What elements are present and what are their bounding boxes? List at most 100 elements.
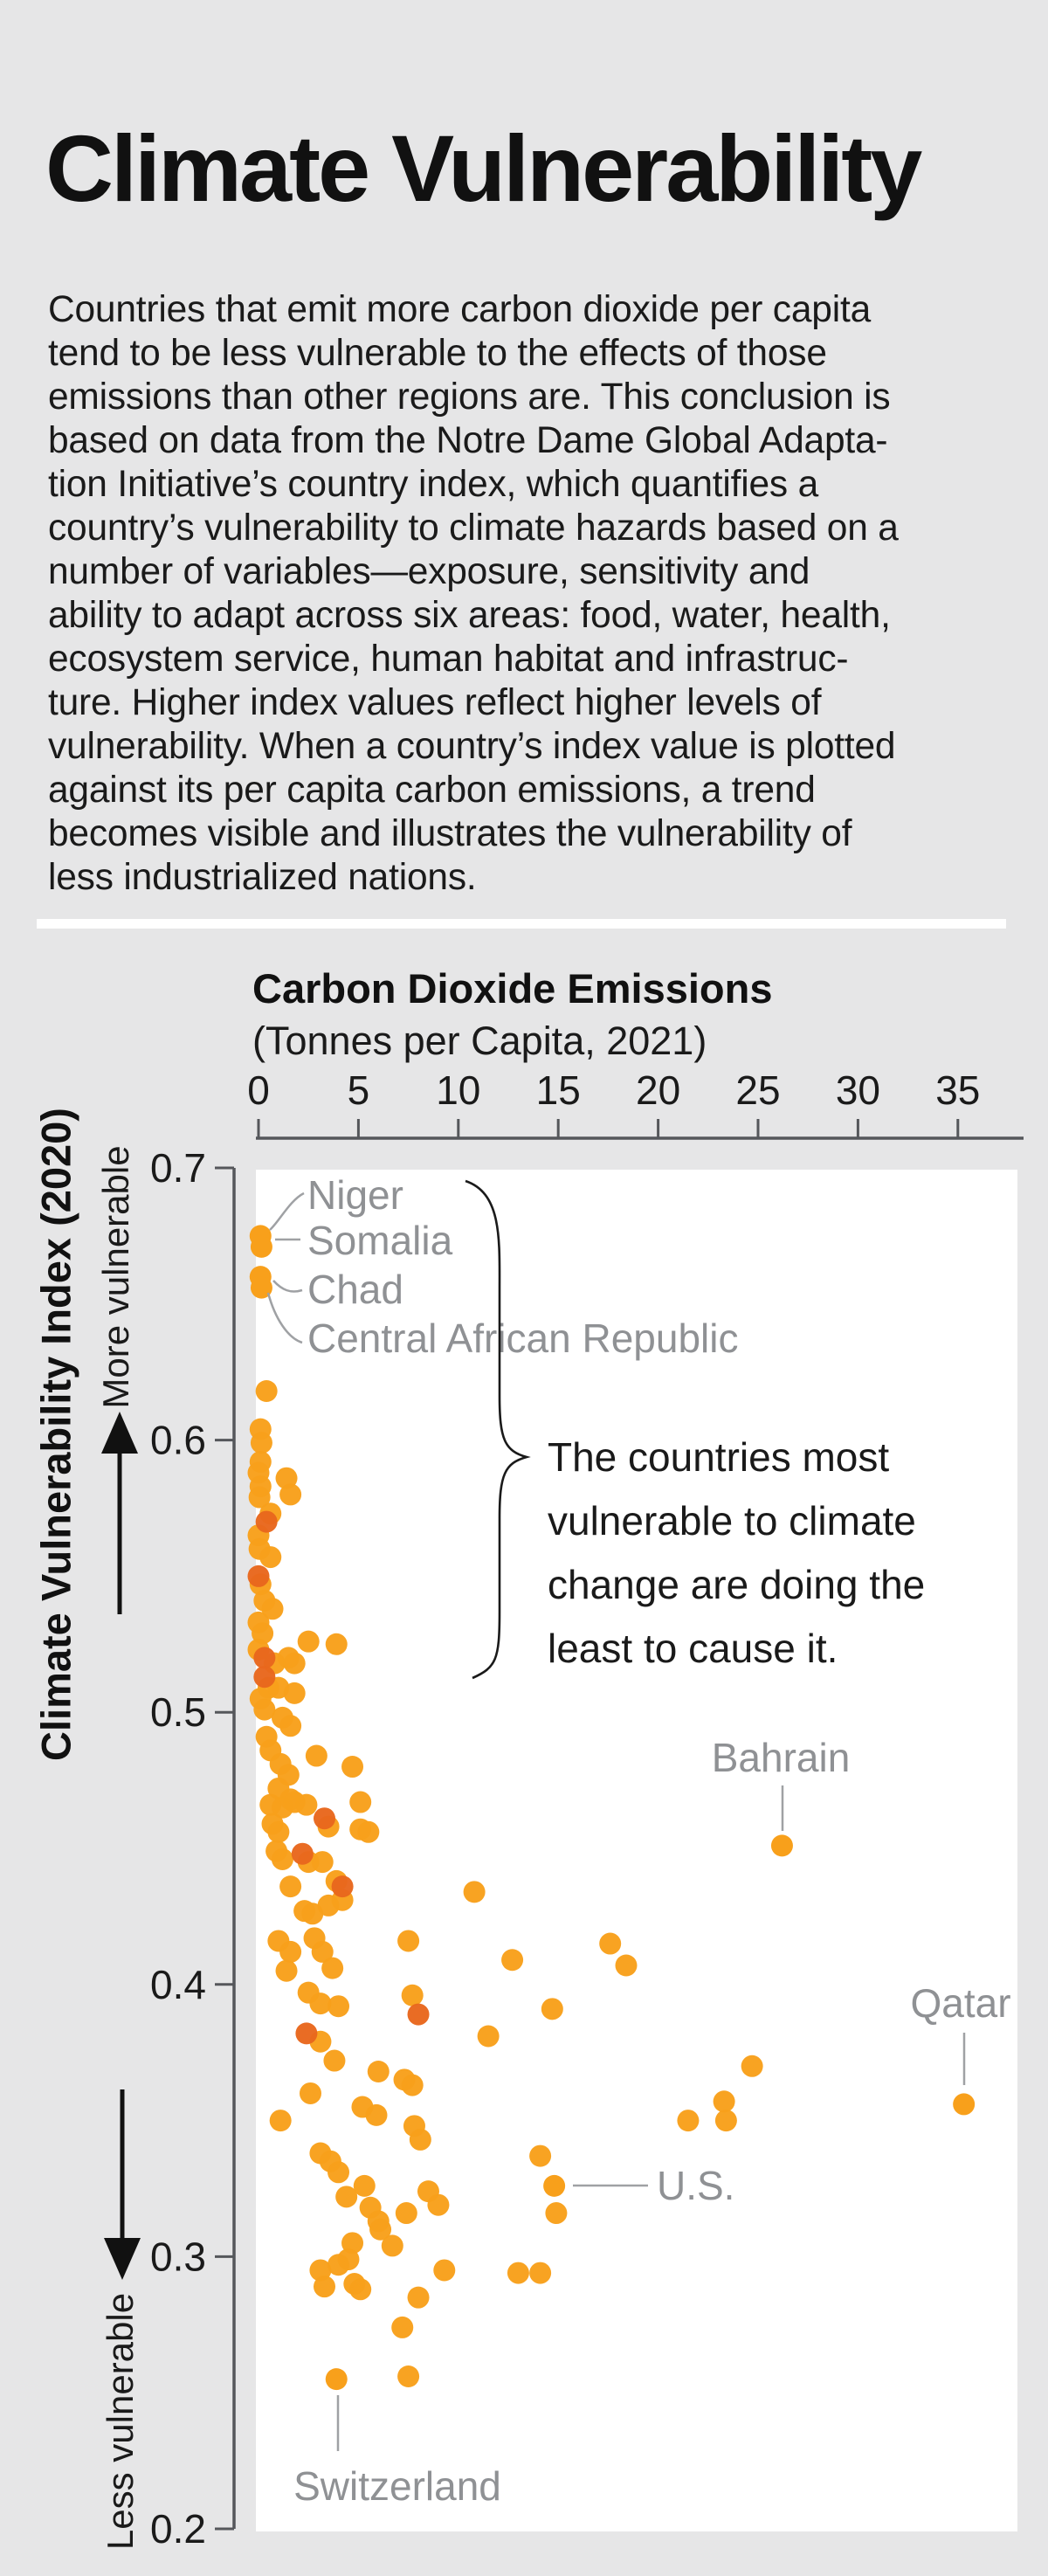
x-tick-label: 10: [436, 1067, 480, 1113]
data-point: [369, 2218, 392, 2241]
y-tick-label: 0.2: [150, 2506, 206, 2552]
data-point: [341, 2232, 364, 2255]
data-point: [275, 1959, 298, 1982]
intro-line: ture. Higher index values reflect higher…: [48, 682, 822, 723]
data-point: [391, 2316, 414, 2338]
data-point-qatar: [953, 2093, 976, 2116]
intro-line: becomes visible and illustrates the vuln…: [48, 813, 852, 854]
data-point: [545, 2202, 568, 2225]
x-tick-label: 5: [348, 1067, 370, 1113]
intro-line: country’s vulnerability to climate hazar…: [48, 508, 899, 549]
y-tick-label: 0.4: [150, 1962, 206, 2007]
intro-text: Countries that emit more carbon dioxide …: [48, 288, 899, 900]
data-point: [252, 1622, 274, 1645]
data-point: [427, 2193, 450, 2216]
data-point: [349, 1791, 372, 1813]
data-point: [395, 2202, 417, 2225]
intro-line: vulnerability. When a country’s index va…: [48, 726, 896, 767]
data-point: [248, 1486, 271, 1509]
data-point: [309, 1992, 332, 2015]
data-point: [283, 1682, 306, 1704]
data-point: [507, 2262, 529, 2284]
country-label: Central African Republic: [307, 1316, 738, 1361]
data-point: [357, 1820, 380, 1843]
data-point: [407, 2286, 430, 2309]
data-point: [314, 2276, 336, 2298]
data-point: [279, 1875, 302, 1898]
x-tick-label: 0: [247, 1067, 270, 1113]
intro-line: less industrialized nations.: [48, 857, 477, 898]
intro-line: tion Initiative’s country index, which q…: [48, 464, 819, 505]
data-point: [341, 1756, 364, 1778]
data-point-overlap: [253, 1666, 276, 1689]
data-point: [269, 2110, 292, 2132]
data-point: [433, 2259, 456, 2282]
data-point: [279, 1940, 302, 1963]
data-point: [397, 1930, 420, 1952]
data-point: [529, 2144, 552, 2167]
data-point-overlap: [255, 1510, 278, 1533]
annotation-line: vulnerable to climate: [548, 1498, 916, 1544]
data-point: [255, 1380, 278, 1403]
data-point: [401, 1984, 424, 2006]
country-label: Switzerland: [293, 2463, 501, 2509]
data-point: [328, 2161, 350, 2184]
data-point-u-s-: [543, 2174, 566, 2197]
data-point: [349, 2278, 372, 2301]
data-point-overlap: [314, 1807, 336, 1830]
annotation-line: The countries most: [548, 1434, 889, 1480]
x-tick-label: 25: [735, 1067, 780, 1113]
data-point: [297, 1630, 320, 1653]
page-title: Climate Vulnerability: [45, 115, 922, 222]
country-label: U.S.: [657, 2163, 734, 2208]
data-point-somalia: [250, 1235, 272, 1258]
data-point: [275, 1467, 298, 1489]
data-point: [261, 1598, 284, 1620]
data-point: [321, 1957, 344, 1979]
data-point-switzerland: [325, 2368, 348, 2391]
data-point: [295, 1793, 318, 1816]
x-tick-label: 30: [836, 1067, 880, 1113]
intro-line: number of variables—exposure, sensitivit…: [48, 551, 810, 592]
data-point: [381, 2234, 403, 2257]
data-point: [299, 2082, 321, 2104]
data-point: [311, 1851, 334, 1874]
section-divider: [37, 919, 1006, 929]
data-point-bahrain: [770, 1834, 793, 1857]
y-tick-label: 0.7: [150, 1145, 206, 1191]
intro-line: tend to be less vulnerable to the effect…: [48, 333, 827, 374]
data-point: [335, 2186, 358, 2208]
data-point: [599, 1932, 622, 1955]
leader-line: [269, 1191, 305, 1231]
intro-line: based on data from the Notre Dame Global…: [48, 420, 888, 461]
data-point: [279, 1715, 302, 1737]
data-point-overlap: [331, 1875, 354, 1898]
up-arrow-icon: [101, 1412, 138, 1454]
data-point: [328, 2254, 350, 2276]
x-tick-label: 15: [536, 1067, 581, 1113]
data-point: [279, 1483, 302, 1506]
data-point: [401, 2074, 424, 2096]
data-point: [250, 1432, 272, 1454]
data-point: [328, 1995, 350, 2018]
data-point: [259, 1546, 282, 1569]
x-tick-label: 35: [935, 1067, 980, 1113]
data-point-overlap: [407, 2003, 430, 2026]
y-tick-label: 0.3: [150, 2234, 206, 2279]
data-point: [367, 2061, 390, 2083]
intro-line: against its per capita carbon emissions,…: [48, 770, 816, 811]
data-point: [541, 1998, 563, 2020]
data-point: [267, 1820, 290, 1843]
data-point: [271, 1847, 293, 1870]
country-label: Bahrain: [712, 1735, 851, 1780]
country-label: Qatar: [910, 1980, 1010, 2026]
data-point: [323, 2049, 346, 2072]
x-tick-label: 20: [636, 1067, 680, 1113]
country-label: Somalia: [307, 1218, 453, 1263]
y-tick-label: 0.5: [150, 1689, 206, 1735]
data-point: [353, 2174, 376, 2197]
data-point: [283, 1652, 306, 1675]
down-arrow-icon: [104, 2238, 141, 2280]
